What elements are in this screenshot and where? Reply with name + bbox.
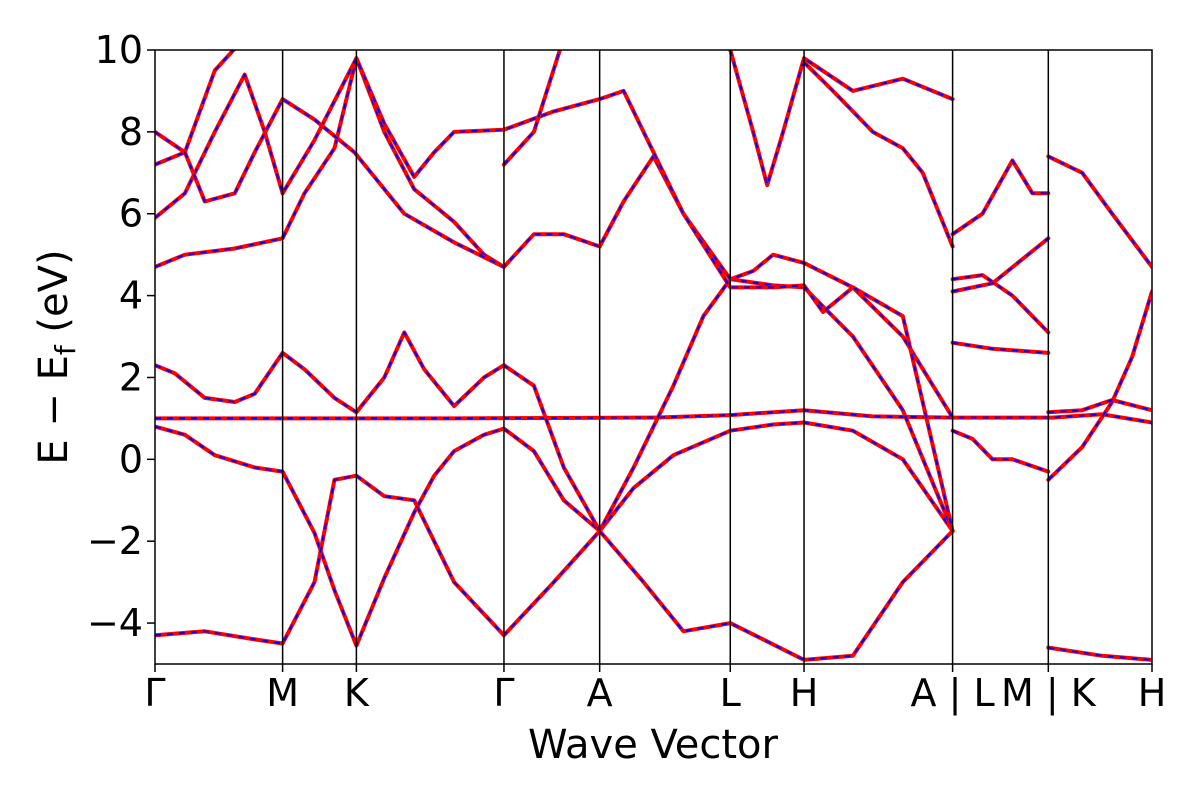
band-line-dashed-14 <box>952 341 1049 354</box>
band-line-dashed-17 <box>1047 155 1152 268</box>
plot-frame <box>154 49 1153 665</box>
band-line-dashed-12 <box>952 159 1049 236</box>
x-tick-label: M <box>266 671 299 715</box>
band-line-dashed-11 <box>155 474 954 661</box>
x-tick-label: A <box>587 671 613 715</box>
band-line-dashed-15 <box>952 429 1049 473</box>
y-tick-label: −4 <box>87 601 143 645</box>
x-tick-label: H <box>1138 671 1167 715</box>
band-line-17 <box>1046 154 1152 269</box>
x-tick-label: M | K <box>1001 671 1097 716</box>
band-line-10 <box>802 60 955 249</box>
band-line-dashed-20 <box>1048 399 1152 414</box>
band-line-13 <box>950 273 1051 335</box>
band-line-dashed-5 <box>155 57 954 532</box>
band-line-16 <box>950 236 1051 294</box>
band-line-12 <box>950 158 1051 237</box>
x-tick-label: L <box>720 671 741 715</box>
band-lines <box>155 50 1152 662</box>
band-line-3 <box>155 277 955 533</box>
band-line-dashed-13 <box>952 274 1050 334</box>
band-line-dashed-2 <box>155 421 954 647</box>
y-tick-label: 6 <box>119 192 143 236</box>
y-tick-label: 2 <box>119 355 143 399</box>
x-tick-label: K <box>344 671 370 715</box>
band-line-2 <box>155 420 955 648</box>
band-line-18 <box>1046 289 1152 482</box>
band-line-dashed-18 <box>1047 291 1152 481</box>
band-line-9 <box>728 50 955 188</box>
band-line-1 <box>155 408 1152 425</box>
y-axis-label-subscript: f <box>49 344 82 355</box>
y-axis-label-main: E − E <box>31 355 77 465</box>
band-line-dashed-1 <box>155 409 1152 424</box>
y-axis-label: E − Ef (eV) <box>31 249 82 464</box>
band-line-dashed-4 <box>155 57 954 419</box>
kpath-lines <box>281 50 1050 664</box>
band-line-dashed-19 <box>1048 646 1152 661</box>
y-tick-label: −2 <box>87 519 143 563</box>
x-tick-label: H <box>790 671 819 715</box>
x-tick-label: A | L <box>911 671 995 716</box>
band-line-dashed-7 <box>155 98 505 268</box>
y-tick-label: 4 <box>119 274 143 318</box>
y-axis-label-unit: (eV) <box>31 249 77 345</box>
x-tick-label: Γ <box>493 671 514 715</box>
band-line-dashed-8 <box>503 50 561 166</box>
y-tick-label: 0 <box>119 437 143 481</box>
y-axis-ticks: −4 −2 0 2 4 6 8 10 <box>87 28 155 645</box>
band-line-dashed-3 <box>155 278 954 532</box>
band-line-dashed-16 <box>952 237 1049 293</box>
band-line-5 <box>155 56 955 533</box>
band-line-11 <box>155 473 955 662</box>
x-tick-label: Γ <box>144 671 165 715</box>
y-tick-label: 8 <box>119 110 143 154</box>
band-line-8 <box>501 50 562 167</box>
band-line-dashed-9 <box>729 50 953 187</box>
x-axis-label: Wave Vector <box>528 722 779 768</box>
band-line-dashed-6 <box>155 50 235 166</box>
y-tick-label: 10 <box>95 28 143 72</box>
